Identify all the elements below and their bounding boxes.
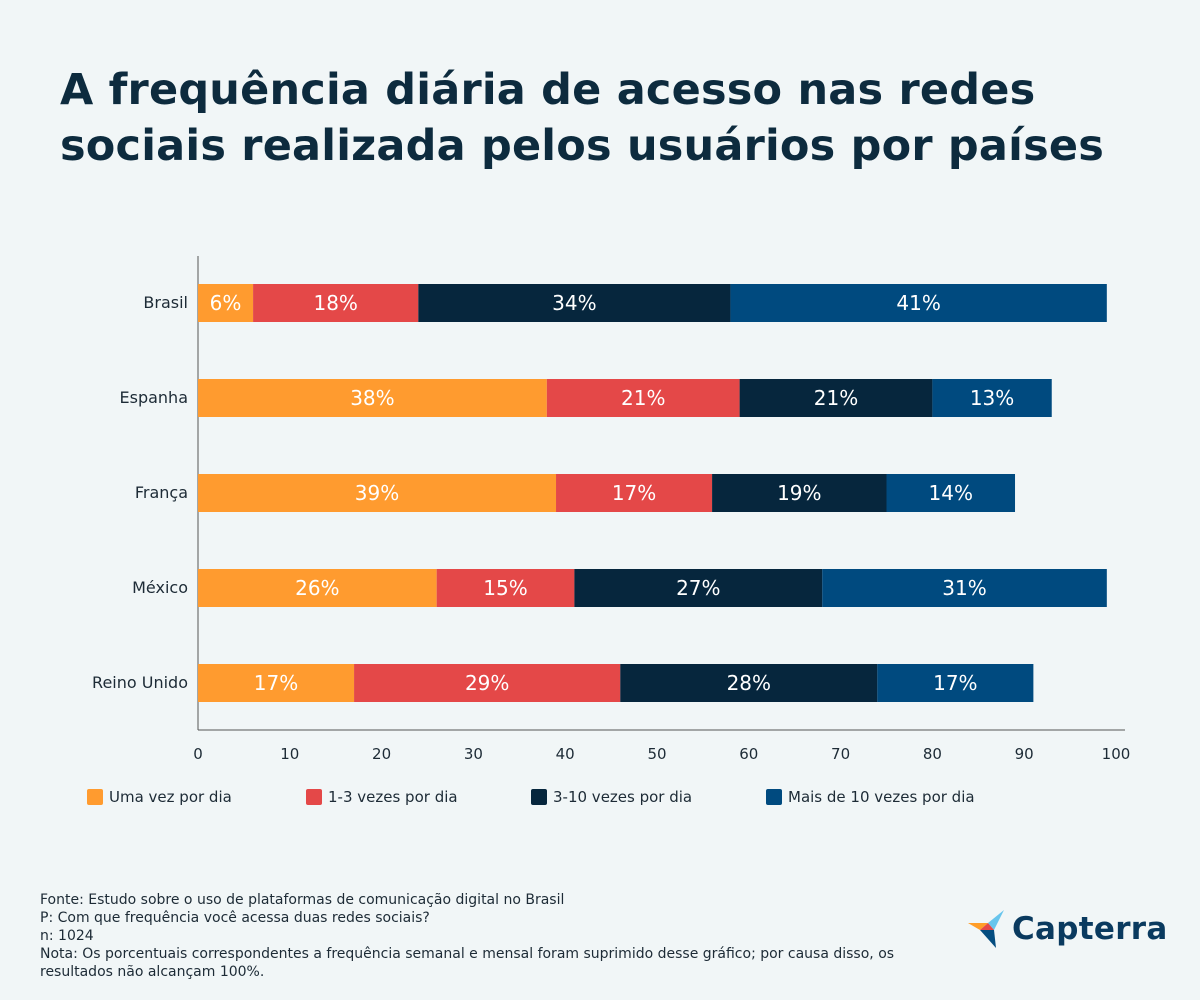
legend-item: Uma vez por dia bbox=[87, 788, 232, 806]
x-tick-label: 50 bbox=[647, 745, 666, 763]
bar-segment bbox=[712, 474, 887, 512]
legend-swatch bbox=[531, 789, 547, 805]
chart-legend: Uma vez por dia 1-3 vezes por dia 3-10 vez… bbox=[0, 788, 1200, 812]
legend-item: Mais de 10 vezes por dia bbox=[766, 788, 975, 806]
x-tick-label: 40 bbox=[556, 745, 575, 763]
legend-label: 1-3 vezes por dia bbox=[328, 788, 458, 806]
bar-segment bbox=[198, 569, 437, 607]
chart-title: A frequência diária de acesso nas redes … bbox=[60, 62, 1160, 174]
bar-segment bbox=[556, 474, 713, 512]
bar-segment bbox=[198, 379, 547, 417]
footer-notes: Fonte: Estudo sobre o uso de plataformas… bbox=[40, 891, 900, 981]
bar-segment bbox=[354, 664, 621, 702]
x-tick-label: 100 bbox=[1102, 745, 1131, 763]
data-label: 17% bbox=[933, 671, 977, 695]
x-tick-label: 20 bbox=[372, 745, 391, 763]
bar-segment bbox=[418, 284, 731, 322]
bar-segment bbox=[620, 664, 878, 702]
legend-swatch bbox=[306, 789, 322, 805]
bar-segment bbox=[739, 379, 933, 417]
bar-segment bbox=[730, 284, 1107, 322]
data-label: 17% bbox=[612, 481, 656, 505]
data-label: 6% bbox=[210, 291, 242, 315]
x-tick-label: 30 bbox=[464, 745, 483, 763]
bar-segment bbox=[886, 474, 1016, 512]
bar-segment bbox=[574, 569, 823, 607]
legend-label: 3-10 vezes por dia bbox=[553, 788, 693, 806]
legend-swatch bbox=[766, 789, 782, 805]
data-label: 39% bbox=[355, 481, 399, 505]
data-label: 31% bbox=[942, 576, 986, 600]
data-label: 21% bbox=[814, 386, 858, 410]
x-tick-label: 60 bbox=[739, 745, 758, 763]
bar-segment bbox=[877, 664, 1034, 702]
category-label: Reino Unido bbox=[92, 673, 188, 692]
logo-text: Capterra bbox=[1012, 911, 1168, 947]
data-label: 14% bbox=[929, 481, 973, 505]
x-tick-label: 90 bbox=[1015, 745, 1034, 763]
data-label: 17% bbox=[254, 671, 298, 695]
data-label: 28% bbox=[727, 671, 771, 695]
stacked-bar-chart: 0 10 20 30 40 50 60 70 80 90 100 Brasil 6% 18% 34% 41% E… bbox=[92, 256, 1131, 763]
footer-question: P: Com que frequência você acessa duas r… bbox=[40, 910, 430, 926]
bar-segment bbox=[253, 284, 419, 322]
legend-swatch bbox=[87, 789, 103, 805]
category-label: Brasil bbox=[143, 293, 188, 312]
data-label: 21% bbox=[621, 386, 665, 410]
capterra-logo: Capterra bbox=[966, 908, 1168, 950]
data-label: 27% bbox=[676, 576, 720, 600]
data-label: 26% bbox=[295, 576, 339, 600]
x-tick-label: 80 bbox=[923, 745, 942, 763]
legend-label: Mais de 10 vezes por dia bbox=[788, 788, 975, 806]
title-line-2: sociais realizada pelos usuários por paí… bbox=[60, 121, 1105, 171]
legend-item: 3-10 vezes por dia bbox=[531, 788, 692, 806]
category-label: México bbox=[132, 578, 188, 597]
data-label: 13% bbox=[970, 386, 1014, 410]
bar-segment bbox=[822, 569, 1107, 607]
x-tick-label: 10 bbox=[280, 745, 299, 763]
bar-segment bbox=[932, 379, 1052, 417]
footer-note: Nota: Os porcentuais correspondentes a f… bbox=[40, 946, 895, 980]
title-line-1: A frequência diária de acesso nas redes bbox=[60, 65, 1036, 115]
data-label: 29% bbox=[465, 671, 509, 695]
data-label: 18% bbox=[313, 291, 357, 315]
data-label: 38% bbox=[350, 386, 394, 410]
bar-segment bbox=[198, 664, 355, 702]
data-label: 34% bbox=[552, 291, 596, 315]
footer-sample: n: 1024 bbox=[40, 928, 94, 944]
bar-segment bbox=[436, 569, 575, 607]
legend-item: 1-3 vezes por dia bbox=[306, 788, 458, 806]
data-label: 41% bbox=[896, 291, 940, 315]
bar-segment bbox=[198, 284, 254, 322]
data-label: 19% bbox=[777, 481, 821, 505]
x-tick-label: 70 bbox=[831, 745, 850, 763]
x-tick-label: 0 bbox=[193, 745, 203, 763]
bar-segment bbox=[198, 474, 557, 512]
data-label: 15% bbox=[483, 576, 527, 600]
category-label: França bbox=[135, 483, 188, 502]
footer-source: Fonte: Estudo sobre o uso de plataformas… bbox=[40, 892, 565, 908]
capterra-arrow-icon bbox=[968, 910, 1004, 948]
legend-label: Uma vez por dia bbox=[109, 788, 232, 806]
bar-segment bbox=[546, 379, 740, 417]
category-label: Espanha bbox=[120, 388, 189, 407]
